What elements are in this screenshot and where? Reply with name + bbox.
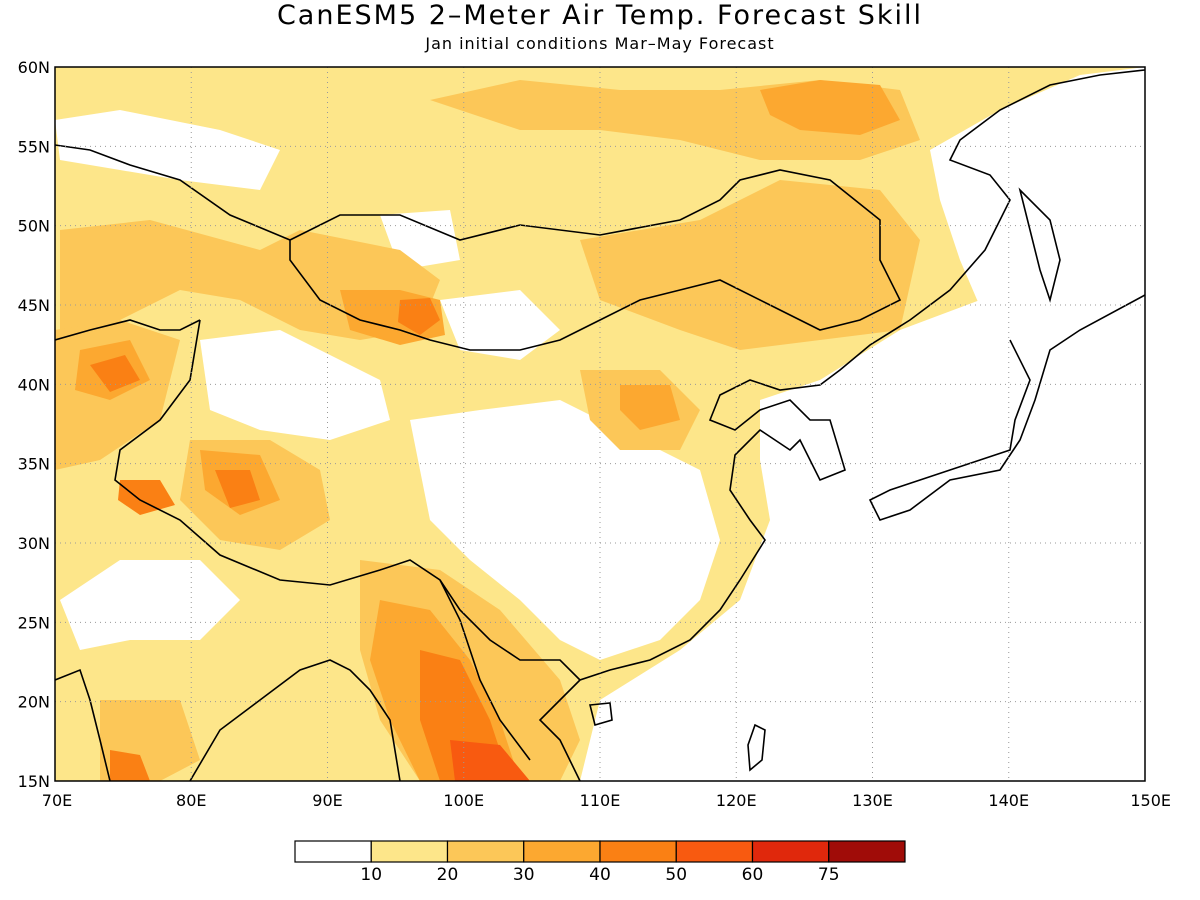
colorbar-label: 50 — [665, 865, 687, 885]
lon-tick-label: 120E — [716, 791, 757, 810]
lon-tick-label: 130E — [852, 791, 893, 810]
lon-tick-label: 80E — [176, 791, 206, 810]
skill-40-50-c — [90, 355, 140, 392]
colorbar-swatch — [446, 840, 525, 863]
border-central-asia — [55, 319, 201, 341]
low-skill-northeast — [930, 67, 1145, 330]
lon-tick-label: 90E — [312, 791, 342, 810]
lat-axis: 60N 55N 50N 45N 40N 35N 30N 25N 20N 15N — [18, 58, 50, 791]
colorbar-label: 30 — [513, 865, 535, 885]
border-china-north — [289, 169, 902, 351]
skill-30-40-f — [620, 385, 680, 430]
lon-tick-label: 70E — [42, 791, 72, 810]
coastlines — [55, 69, 1145, 781]
low-skill-gobi — [440, 290, 560, 360]
skill-50-60-a — [450, 740, 530, 781]
coastline-sakhalin — [1018, 187, 1061, 303]
lat-tick-label: 20N — [18, 693, 50, 712]
low-skill-sichuan — [410, 400, 720, 660]
colorbar-label: 10 — [360, 865, 382, 885]
colorbar-swatch — [599, 840, 677, 863]
lon-tick-label: 100E — [443, 791, 484, 810]
lat-tick-label: 55N — [18, 137, 50, 156]
colorbar-label: 60 — [742, 865, 764, 885]
lat-tick-label: 50N — [18, 217, 50, 236]
skill-40-50-e — [110, 750, 150, 781]
colorbar-swatch — [523, 840, 601, 863]
skill-field — [55, 67, 1145, 781]
border-china-west — [114, 319, 581, 681]
map-frame — [54, 66, 1146, 782]
skill-20-30-b — [580, 180, 920, 350]
skill-40-50-a — [398, 298, 440, 335]
colorbar-swatch — [294, 840, 372, 863]
skill-40-50-d — [118, 480, 175, 515]
lat-tick-label: 15N — [18, 772, 50, 791]
lat-tick-label: 25N — [18, 613, 50, 632]
colorbar-swatch — [370, 840, 449, 863]
coastline-bay-of-bengal — [189, 659, 401, 781]
colorbar-label: 40 — [589, 865, 611, 885]
coastline-india — [55, 668, 111, 781]
lat-tick-label: 45N — [18, 296, 50, 315]
colorbar-label: 20 — [437, 865, 459, 885]
lon-tick-label: 150E — [1130, 791, 1171, 810]
border-se-asia — [439, 579, 531, 761]
lat-tick-label: 30N — [18, 534, 50, 553]
colorbar: 10 20 30 40 50 60 75 — [294, 840, 906, 885]
lon-axis: 70E 80E 90E 100E 110E 120E 130E 140E 150E — [42, 791, 1171, 810]
map-title: CanESM5 2–Meter Air Temp. Forecast Skill — [276, 0, 924, 31]
colorbar-swatch — [828, 840, 906, 863]
border-russia — [55, 144, 291, 241]
colorbar-swatch — [675, 840, 754, 863]
coastline-hainan — [588, 702, 613, 727]
low-skill-north — [55, 110, 280, 190]
coastline-japan — [868, 294, 1145, 521]
low-skill-east — [580, 280, 1145, 781]
lat-tick-label: 40N — [18, 375, 50, 394]
lon-tick-label: 140E — [988, 791, 1029, 810]
coastline-taiwan — [747, 723, 766, 772]
gridlines — [55, 67, 1145, 781]
colorbar-swatch — [751, 840, 830, 863]
low-skill-tarim — [200, 330, 390, 440]
low-skill-west — [60, 560, 240, 650]
lat-tick-label: 60N — [18, 58, 50, 77]
coastline-east-asia — [538, 69, 1145, 781]
colorbar-label: 75 — [818, 865, 840, 885]
skill-40-50-f — [215, 470, 260, 508]
skill-30-40-b — [760, 80, 900, 135]
lon-tick-label: 110E — [580, 791, 621, 810]
map-subtitle: Jan initial conditions Mar–May Forecast — [425, 34, 775, 53]
lat-tick-label: 35N — [18, 455, 50, 474]
